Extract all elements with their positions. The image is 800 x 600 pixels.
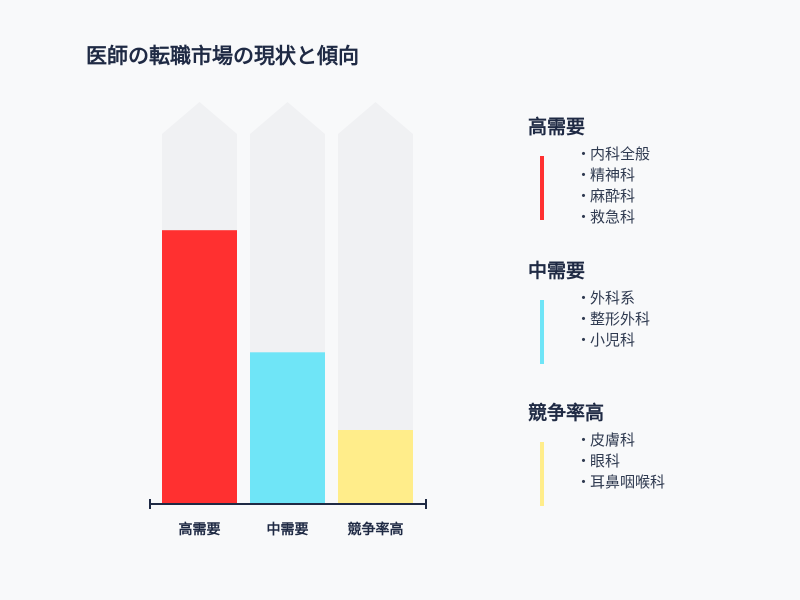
legend-item-label: 整形外科 — [590, 310, 651, 328]
bar-1 — [250, 352, 325, 504]
bar-0 — [162, 230, 237, 504]
x-tick-label-0: 高需要 — [179, 521, 221, 538]
legend-color-bar — [540, 442, 544, 506]
bullet-icon: ・ — [576, 310, 592, 328]
legend-item-label: 皮膚科 — [590, 431, 636, 449]
legend-item-label: 内科全般 — [590, 145, 651, 163]
legend-heading: 中需要 — [528, 260, 586, 282]
bullet-icon: ・ — [576, 166, 592, 184]
legend-item-label: 眼科 — [590, 452, 621, 470]
legend-item: ・眼科 — [576, 451, 665, 472]
chart-title: 医師の転職市場の現状と傾向 — [86, 44, 359, 68]
legend-item: ・皮膚科 — [576, 430, 665, 451]
bullet-icon: ・ — [576, 208, 592, 226]
legend-item: ・小児科 — [576, 330, 650, 351]
legend-item-label: 小児科 — [590, 331, 636, 349]
legend-item: ・内科全般 — [576, 144, 650, 165]
bar-track-2 — [338, 102, 413, 504]
legend-list: ・内科全般 ・精神科 ・麻酔科 ・救急科 — [576, 144, 650, 228]
bullet-icon: ・ — [576, 431, 592, 449]
legend-item-label: 耳鼻咽喉科 — [590, 473, 666, 491]
legend-group-1: 中需要 ・外科系 ・整形外科 ・小児科 — [528, 256, 650, 364]
bullet-icon: ・ — [576, 452, 592, 470]
legend-item-label: 麻酔科 — [590, 187, 636, 205]
legend-item: ・救急科 — [576, 207, 650, 228]
bar-2 — [338, 430, 413, 504]
legend-item-label: 精神科 — [590, 166, 636, 184]
legend-list: ・外科系 ・整形外科 ・小児科 — [576, 288, 650, 351]
bullet-icon: ・ — [576, 289, 592, 307]
legend-item: ・麻酔科 — [576, 186, 650, 207]
legend-group-0: 高需要 ・内科全般 ・精神科 ・麻酔科 ・救急科 — [528, 112, 650, 226]
bullet-icon: ・ — [576, 145, 592, 163]
legend-color-bar — [540, 300, 544, 364]
legend-heading: 高需要 — [528, 116, 586, 138]
legend-color-bar — [540, 156, 544, 220]
legend-item-label: 救急科 — [590, 208, 636, 226]
legend-item: ・外科系 — [576, 288, 650, 309]
bullet-icon: ・ — [576, 473, 592, 491]
x-tick-label-2: 競争率高 — [348, 521, 404, 538]
x-tick-label-1: 中需要 — [267, 521, 309, 538]
legend-heading: 競争率高 — [528, 402, 605, 424]
legend-item: ・整形外科 — [576, 309, 650, 330]
bullet-icon: ・ — [576, 331, 592, 349]
legend-group-2: 競争率高 ・皮膚科 ・眼科 ・耳鼻咽喉科 — [528, 398, 665, 506]
legend-item-label: 外科系 — [590, 289, 636, 307]
legend-item: ・精神科 — [576, 165, 650, 186]
legend-item: ・耳鼻咽喉科 — [576, 472, 665, 493]
bar-chart: 高需要 中需要 競争率高 — [149, 102, 427, 538]
legend-list: ・皮膚科 ・眼科 ・耳鼻咽喉科 — [576, 430, 665, 493]
bullet-icon: ・ — [576, 187, 592, 205]
